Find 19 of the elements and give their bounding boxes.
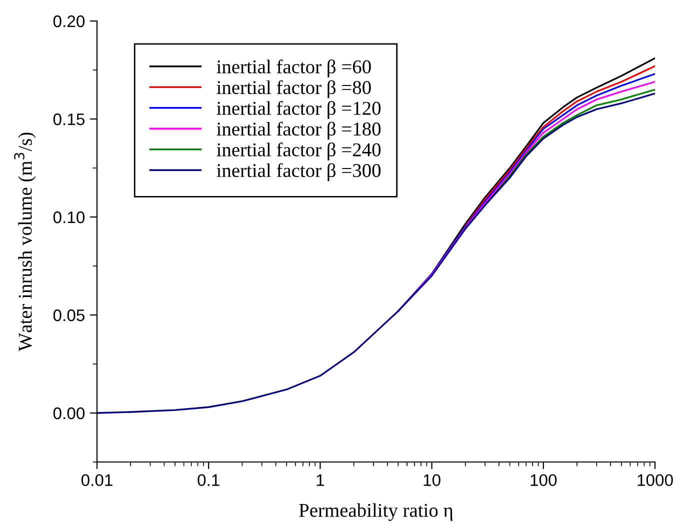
x-tick-label: 0.1 xyxy=(198,474,220,486)
y-axis-title: Water inrush volume (m$^{3}$/s) xyxy=(14,132,36,352)
y-tick-label: 0.00 xyxy=(53,407,85,420)
y-tick-label: 0.20 xyxy=(53,15,85,28)
legend-label: inertial factor β =240 xyxy=(216,142,381,160)
legend-label: inertial factor β =120 xyxy=(216,101,381,119)
y-tick-label: 0.15 xyxy=(53,113,84,126)
x-tick-label: 1 xyxy=(316,474,324,486)
x-tick-label: 0.01 xyxy=(81,474,112,486)
y-tick-label: 0.05 xyxy=(53,309,84,322)
x-tick-label: 100 xyxy=(530,474,557,486)
legend-label: inertial factor β =300 xyxy=(216,163,381,182)
legend-label: inertial factor β =60 xyxy=(216,60,371,78)
x-tick-label: 1000 xyxy=(638,474,673,486)
x-axis-title: Permeability ratio η xyxy=(299,503,452,521)
y-tick-label: 0.10 xyxy=(53,211,85,224)
legend-label: inertial factor β =180 xyxy=(216,122,381,140)
legend-label: inertial factor β =80 xyxy=(216,80,371,98)
x-tick-label: 10 xyxy=(424,474,440,486)
